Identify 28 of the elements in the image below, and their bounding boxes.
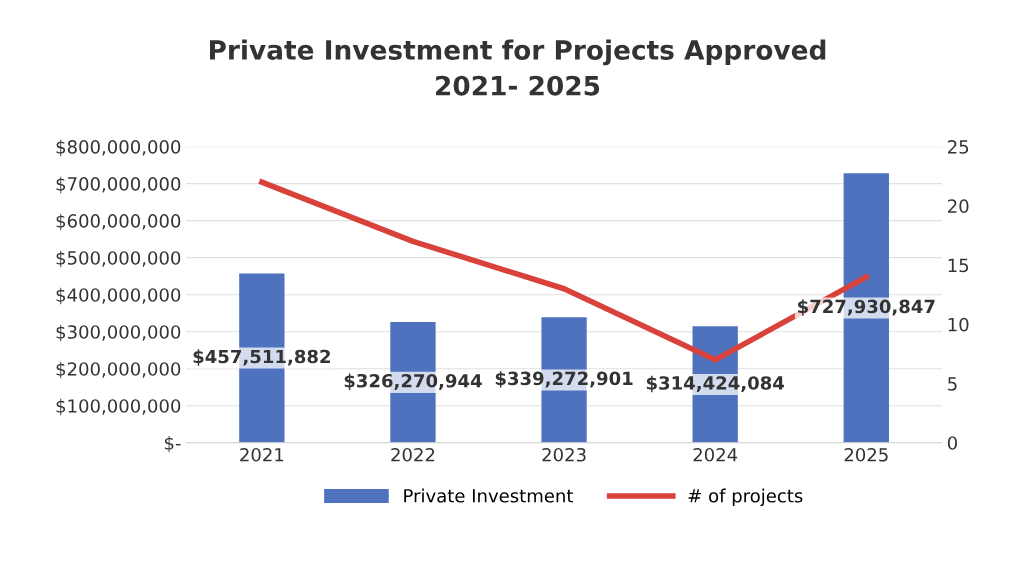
x-tick-label: 2025 <box>844 447 888 462</box>
legend-label: Private Investment <box>404 488 574 503</box>
data-label: $314,424,084 <box>646 375 785 393</box>
y-tick-label: $700,000,000 <box>56 176 181 194</box>
legend-label: # of projects <box>688 488 803 507</box>
y-tick-label: $300,000,000 <box>56 324 181 342</box>
y-tick-label: $200,000,000 <box>56 361 181 379</box>
y2-tick-label: 0 <box>947 436 957 450</box>
y2-tick-label: 20 <box>948 199 969 213</box>
y-tick-label: $800,000,000 <box>56 139 181 157</box>
y2-tick-label: 5 <box>948 377 957 391</box>
data-label: $727,930,847 <box>798 299 935 316</box>
data-label: $457,511,882 <box>193 349 330 366</box>
y-tick-label: $600,000,000 <box>56 213 181 231</box>
y2-tick-label: 10 <box>948 317 969 332</box>
x-tick-label: 2024 <box>693 447 738 462</box>
x-tick-label: 2023 <box>542 447 586 462</box>
data-label: $326,270,944 <box>344 373 482 390</box>
x-tick-label: 2021 <box>240 447 284 462</box>
y-tick-label: $- <box>164 435 181 453</box>
y-tick-label: $400,000,000 <box>56 287 181 305</box>
x-tick-label: 2022 <box>391 447 435 462</box>
y-tick-label: $100,000,000 <box>56 398 181 416</box>
y2-tick-label: 25 <box>948 140 969 154</box>
data-label: $339,272,901 <box>495 371 633 388</box>
y-tick-label: $500,000,000 <box>56 250 181 268</box>
y2-tick-label: 15 <box>948 258 969 273</box>
chart-title: Private Investment for Projects Approved 2021- 2025 <box>210 39 826 96</box>
